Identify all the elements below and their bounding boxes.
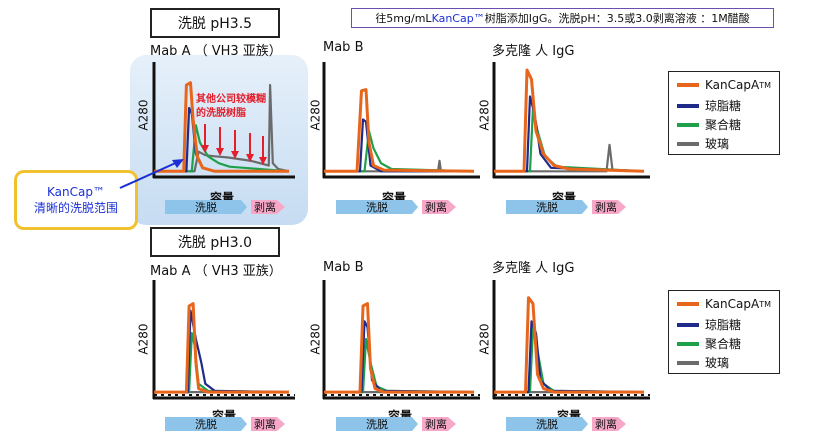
chart-mab-b-ph30 (322, 280, 480, 400)
strip-arrow-label: 剥离 (595, 200, 617, 214)
legend-label-agarose: 琼脂糖 (705, 318, 742, 332)
chart-igg-ph35 (492, 62, 650, 179)
callout-pointer-line (119, 160, 181, 189)
callout-pointer-head (172, 159, 184, 168)
elution-strip-arrow-4: 洗脱 剥离 (336, 417, 456, 431)
elution-arrow (336, 417, 418, 431)
legend-sup-kancap: TM (759, 80, 771, 90)
legend-label-kancap: KanCapA (705, 78, 760, 92)
annotation-arrow-head (201, 145, 209, 153)
chart-mab-b-ph35 (322, 62, 480, 179)
series-line-kancap (154, 302, 289, 394)
experiment-note: 往5mg/mL KanCap™ 树脂添加IgG。洗脱pH：3.5或3.0剥离溶液… (351, 8, 774, 28)
strip-arrow-label: 剥离 (425, 417, 447, 431)
panel-title-mab-b-bottom: Mab B (323, 260, 364, 275)
annotation-arrow-head (259, 157, 267, 165)
strip-arrow (422, 417, 456, 431)
kancap-callout: KanCap™ 清晰的洗脱范围 (14, 170, 138, 230)
annotation-line-1: 其他公司较模糊 (196, 94, 266, 105)
panel-title-mab-a-bottom: Mab A （ VH3 亚族） (150, 264, 282, 279)
elution-strip-arrow-5: 洗脱 剥离 (506, 417, 626, 431)
legend-swatch-polysaccharide (677, 122, 699, 127)
legend-top: KanCapA TM 琼脂糖 聚合糖 玻璃 (668, 71, 780, 155)
elution-arrow-label: 洗脱 (536, 200, 558, 214)
annotation-line-2: 的洗脱树脂 (196, 108, 246, 119)
elution-arrow (165, 200, 247, 214)
elution-arrow (336, 200, 418, 214)
annotation-arrow-head (231, 151, 239, 159)
legend-swatch-polysaccharide (677, 341, 699, 346)
elution-strip-arrow-2: 洗脱 剥离 (506, 200, 626, 214)
panel-title-igg-top: 多克隆 人 IgG (492, 44, 575, 59)
strip-arrow-label: 剥离 (254, 200, 276, 214)
note-suffix: 树脂添加IgG。洗脱pH：3.5或3.0剥离溶液 ：1M醋酸 (484, 12, 750, 25)
legend-item-kancap: KanCapA TM (677, 297, 771, 311)
elution-strip-arrow-3: 洗脱 剥离 (165, 417, 285, 431)
legend-swatch-glass (677, 360, 699, 365)
legend-swatch-kancap (677, 83, 699, 87)
legend-label-polysaccharide: 聚合糖 (705, 337, 742, 351)
legend-label-kancap: KanCapA (705, 297, 760, 311)
strip-arrow-label: 剥离 (254, 417, 276, 431)
section-title-ph30: 洗脱 pH3.0 (150, 227, 280, 257)
legend-item-glass: 玻璃 (677, 354, 729, 371)
strip-arrow (251, 417, 285, 431)
elution-arrow-label: 洗脱 (366, 200, 388, 214)
annotation-arrow-head (246, 154, 254, 162)
elution-strip-arrow-1: 洗脱 剥离 (336, 200, 456, 214)
panel-title-mab-a-top: Mab A （ VH3 亚族） (150, 44, 282, 59)
legend-swatch-glass (677, 141, 699, 146)
elution-arrow-label: 洗脱 (536, 417, 558, 431)
strip-arrow-label: 剥离 (425, 200, 447, 214)
note-prefix: 往5mg/mL (375, 12, 432, 25)
strip-arrow-label: 剥离 (595, 417, 617, 431)
blurred-annotation: 其他公司较模糊 的洗脱树脂 (196, 93, 266, 121)
elution-arrow (506, 417, 588, 431)
annotation-arrow-head (216, 148, 224, 156)
legend-item-agarose: 琼脂糖 (677, 316, 741, 333)
legend-bottom: KanCapA TM 琼脂糖 聚合糖 玻璃 (668, 290, 780, 374)
legend-swatch-agarose (677, 103, 699, 108)
note-highlight: KanCap™ (431, 11, 485, 25)
elution-arrow (506, 200, 588, 214)
legend-label-glass: 玻璃 (705, 356, 730, 370)
legend-item-glass: 玻璃 (677, 135, 729, 152)
elution-arrow-label: 洗脱 (195, 200, 217, 214)
chart-igg-ph30 (492, 280, 650, 400)
series-line-kancap (494, 68, 645, 173)
legend-swatch-agarose (677, 322, 699, 327)
elution-strip-arrow-0: 洗脱 剥离 (165, 200, 285, 214)
strip-arrow (422, 200, 456, 214)
callout-line-1: KanCap™ (47, 185, 105, 199)
legend-item-polysaccharide: 聚合糖 (677, 335, 741, 352)
legend-item-agarose: 琼脂糖 (677, 97, 741, 114)
chart-mab-a-ph30 (152, 280, 295, 400)
strip-arrow (592, 200, 626, 214)
series-line-kancap (324, 302, 474, 394)
panel-title-mab-b-top: Mab B (323, 40, 364, 55)
legend-swatch-kancap (677, 302, 699, 306)
legend-item-kancap: KanCapA TM (677, 78, 771, 92)
series-line-kancap (154, 81, 289, 173)
elution-arrow-label: 洗脱 (366, 417, 388, 431)
elution-arrow-label: 洗脱 (195, 417, 217, 431)
elution-arrow (165, 417, 247, 431)
panel-title-igg-bottom: 多克隆 人 IgG (492, 261, 575, 276)
legend-sup-kancap: TM (759, 299, 771, 309)
callout-line-2: 清晰的洗脱范围 (33, 201, 118, 215)
legend-item-polysaccharide: 聚合糖 (677, 116, 741, 133)
section-title-ph35: 洗脱 pH3.5 (150, 8, 280, 38)
legend-label-polysaccharide: 聚合糖 (705, 118, 742, 132)
series-line-kancap (494, 296, 644, 394)
strip-arrow (592, 417, 626, 431)
legend-label-agarose: 琼脂糖 (705, 99, 742, 113)
series-line-kancap (324, 88, 475, 173)
legend-label-glass: 玻璃 (705, 137, 730, 151)
series-line-agarose (324, 118, 474, 173)
strip-arrow (251, 200, 285, 214)
